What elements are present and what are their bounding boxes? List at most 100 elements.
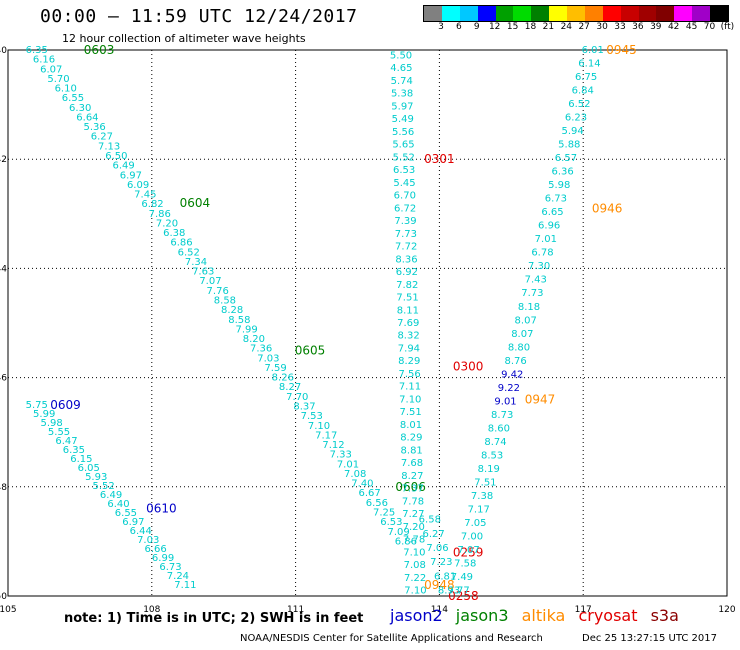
wave-height-value: 8.81 xyxy=(401,445,423,456)
wave-height-value: 7.94 xyxy=(398,343,420,354)
wave-height-value: 6.49 xyxy=(112,161,134,172)
legend-jason3: jason3 xyxy=(455,606,509,625)
pass-time-label: 0945 xyxy=(606,43,637,57)
wave-height-value: 5.49 xyxy=(392,114,414,125)
satellite-legend: jason2 jason3 altika cryosat s3a xyxy=(390,606,687,625)
colorbar-swatch xyxy=(441,6,460,21)
wave-height-value: 6.27 xyxy=(423,529,445,540)
wave-height-value: 7.30 xyxy=(528,261,550,272)
colorbar-swatch xyxy=(584,6,603,21)
y-tick-label: -50 xyxy=(0,592,7,602)
colorbar-swatch xyxy=(495,6,514,21)
wave-height-value: 6.27 xyxy=(91,132,113,143)
wave-height-value: 6.55 xyxy=(115,508,137,519)
wave-height-value: 9.22 xyxy=(498,383,520,394)
pass-time-label: 0604 xyxy=(180,196,211,210)
x-tick-label: 108 xyxy=(143,605,160,615)
wave-height-value: 6.38 xyxy=(163,228,185,239)
wave-height-value: 5.94 xyxy=(562,126,584,137)
wave-height-value: 7.12 xyxy=(322,440,344,451)
colorbar-ticks: 3 6 9 12 15 18 21 24 27 30 33 36 39 42 45 70 (ft) xyxy=(423,22,734,34)
wave-height-value: 6.75 xyxy=(575,72,597,83)
pass-time-label: 0948 xyxy=(424,578,455,592)
colorbar-tick-label: 6 xyxy=(456,22,462,32)
wave-height-value: 6.05 xyxy=(78,463,100,474)
wave-height-value: 5.56 xyxy=(392,127,414,138)
colorbar-swatch xyxy=(531,6,550,21)
colorbar-swatch xyxy=(710,6,728,21)
pass-time-label: 0610 xyxy=(146,502,177,516)
wave-height-value: 7.07 xyxy=(458,545,480,556)
wave-height-value: 7.20 xyxy=(156,218,178,229)
chart-subtitle: 12 hour collection of altimeter wave hei… xyxy=(62,32,306,45)
wave-height-value: 7.82 xyxy=(396,280,418,291)
wave-height-value: 7.86 xyxy=(149,209,171,220)
wave-height-value: 7.39 xyxy=(394,216,416,227)
wave-height-value: 7.56 xyxy=(398,369,420,380)
y-tick-label: -44 xyxy=(0,264,7,274)
colorbar-tick-label: 42 xyxy=(667,22,680,32)
wave-height-value: 6.16 xyxy=(33,55,55,66)
wave-height-value: 6.01 xyxy=(582,45,604,56)
wave-height-value: 8.29 xyxy=(400,433,422,444)
wave-height-value: 5.65 xyxy=(392,140,414,151)
wave-height-value: 7.25 xyxy=(373,507,395,518)
wave-height-value: 9.42 xyxy=(501,369,523,380)
wave-height-value: 5.36 xyxy=(84,122,106,133)
wave-height-value: 8.19 xyxy=(478,464,500,475)
wave-height-value: 6.73 xyxy=(159,562,181,573)
wave-height-value: 8.93 xyxy=(438,586,460,597)
wave-height-value: 6.84 xyxy=(572,86,594,97)
wave-height-value: 7.10 xyxy=(404,586,426,597)
wave-height-value: 6.49 xyxy=(100,490,122,501)
wave-height-value: 7.03 xyxy=(137,535,159,546)
wave-height-value: 6.36 xyxy=(551,167,573,178)
colorbar-swatch xyxy=(602,6,621,21)
wave-height-value: 7.51 xyxy=(400,407,422,418)
wave-height-value: 6.09 xyxy=(127,180,149,191)
footer-timestamp: Dec 25 13:27:15 UTC 2017 xyxy=(582,633,717,644)
wave-height-value: 6.50 xyxy=(105,151,127,162)
wave-height-value: 7.17 xyxy=(315,430,337,441)
wave-height-value: 6.30 xyxy=(69,103,91,114)
wave-height-value: 5.52 xyxy=(92,481,114,492)
colorbar-swatch xyxy=(459,6,478,21)
wave-height-value: 8.58 xyxy=(228,315,250,326)
note-text: note: 1) Time is in UTC; 2) SWH is in fe… xyxy=(64,611,364,626)
wave-height-value: 6.86 xyxy=(170,238,192,249)
colorbar-swatch xyxy=(549,6,567,21)
wave-height-value: 7.13 xyxy=(98,141,120,152)
wave-height-value: 9.01 xyxy=(494,396,516,407)
wave-height-value: 7.43 xyxy=(525,275,547,286)
y-tick-label: -48 xyxy=(0,483,7,493)
wave-height-value: 8.58 xyxy=(214,296,236,307)
colorbar-swatch xyxy=(638,6,657,21)
wave-height-value: 5.93 xyxy=(85,472,107,483)
wave-height-value: 6.82 xyxy=(141,199,163,210)
wave-height-value: 7.17 xyxy=(468,504,490,515)
legend-s3a: s3a xyxy=(650,606,679,625)
wave-height-value: 6.53 xyxy=(393,165,415,176)
colorbar-tick-label: 39 xyxy=(650,22,662,32)
colorbar-tick-label: 9 xyxy=(473,22,480,32)
wave-height-value: 6.57 xyxy=(555,153,577,164)
chart-title: 00:00 – 11:59 UTC 12/24/2017 xyxy=(40,6,358,27)
wave-height-value: 7.45 xyxy=(134,190,156,201)
wave-height-value: 5.99 xyxy=(33,409,55,420)
wave-height-value: 7.70 xyxy=(286,392,308,403)
wave-height-value: 6.66 xyxy=(145,544,167,555)
wave-height-value: 7.03 xyxy=(257,353,279,364)
wave-height-value: 6.78 xyxy=(531,248,553,259)
wave-height-value: 5.98 xyxy=(40,418,62,429)
colorbar-tick-label: 45 xyxy=(685,22,698,32)
colorbar-tick-label: 70 xyxy=(703,22,716,32)
colorbar-tick-label: 30 xyxy=(596,22,608,32)
wave-height-value: 7.10 xyxy=(403,547,425,558)
wave-height-colorbar xyxy=(423,5,729,22)
pass-time-label: 0606 xyxy=(395,480,426,494)
pass-time-label: 0300 xyxy=(453,360,484,374)
wave-height-value: 7.58 xyxy=(454,559,476,570)
wave-height-value: 8.37 xyxy=(293,402,315,413)
map-frame xyxy=(7,49,728,597)
wave-height-value: 7.34 xyxy=(185,257,207,268)
